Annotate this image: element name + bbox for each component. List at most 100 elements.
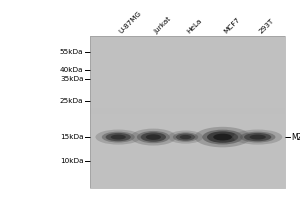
- Bar: [90, 67, 285, 68]
- Bar: [90, 167, 285, 168]
- Bar: [90, 74, 285, 76]
- Text: MCF7: MCF7: [223, 17, 241, 35]
- Bar: [90, 93, 285, 94]
- Bar: [90, 124, 285, 125]
- Bar: [90, 157, 285, 159]
- Bar: [90, 53, 285, 54]
- Bar: [90, 145, 285, 147]
- Bar: [90, 119, 285, 120]
- Text: HeLa: HeLa: [185, 18, 203, 35]
- Bar: [90, 87, 285, 88]
- Bar: [90, 120, 285, 122]
- Bar: [90, 51, 285, 53]
- Bar: [90, 142, 285, 143]
- Ellipse shape: [141, 132, 166, 142]
- Ellipse shape: [173, 132, 198, 142]
- Bar: [90, 162, 285, 163]
- Bar: [90, 36, 285, 38]
- Ellipse shape: [244, 133, 271, 141]
- Bar: [90, 105, 285, 107]
- Bar: [90, 114, 285, 116]
- Bar: [90, 48, 285, 50]
- Bar: [90, 90, 285, 91]
- Ellipse shape: [207, 131, 238, 143]
- Bar: [90, 165, 285, 167]
- Bar: [90, 177, 285, 179]
- Bar: [90, 140, 285, 142]
- Ellipse shape: [176, 133, 195, 141]
- Ellipse shape: [95, 130, 141, 145]
- Bar: [90, 99, 285, 100]
- Bar: [90, 156, 285, 157]
- Bar: [90, 100, 285, 102]
- Bar: [90, 94, 285, 96]
- Bar: [90, 122, 285, 124]
- Bar: [90, 154, 285, 156]
- Bar: [90, 36, 285, 188]
- Bar: [90, 180, 285, 182]
- Bar: [90, 96, 285, 97]
- Ellipse shape: [137, 131, 170, 143]
- Ellipse shape: [111, 135, 126, 140]
- Bar: [90, 108, 285, 110]
- Bar: [90, 107, 285, 108]
- Bar: [90, 79, 285, 81]
- Bar: [90, 179, 285, 180]
- Bar: [90, 131, 285, 133]
- Bar: [90, 70, 285, 71]
- Bar: [90, 36, 285, 188]
- Bar: [90, 47, 285, 48]
- Bar: [90, 54, 285, 56]
- Bar: [90, 84, 285, 85]
- Bar: [90, 125, 285, 127]
- Bar: [90, 117, 285, 119]
- Bar: [90, 41, 285, 42]
- Text: 25kDa: 25kDa: [60, 98, 83, 104]
- Bar: [90, 76, 285, 77]
- Bar: [90, 182, 285, 183]
- Ellipse shape: [130, 129, 176, 146]
- Bar: [90, 102, 285, 104]
- Text: 40kDa: 40kDa: [60, 67, 83, 73]
- Text: Jurkat: Jurkat: [153, 16, 172, 35]
- Bar: [90, 150, 285, 151]
- Ellipse shape: [233, 130, 282, 145]
- Text: 35kDa: 35kDa: [60, 76, 83, 82]
- Bar: [90, 38, 285, 39]
- Bar: [90, 50, 285, 51]
- Bar: [90, 128, 285, 130]
- Bar: [90, 39, 285, 41]
- Bar: [90, 97, 285, 99]
- Bar: [90, 73, 285, 74]
- Ellipse shape: [194, 127, 251, 147]
- Bar: [90, 85, 285, 87]
- Text: MZT2B: MZT2B: [292, 133, 300, 142]
- Bar: [90, 143, 285, 145]
- Ellipse shape: [180, 135, 191, 139]
- Bar: [90, 71, 285, 73]
- Bar: [90, 62, 285, 64]
- Bar: [90, 160, 285, 162]
- Ellipse shape: [202, 130, 243, 144]
- Ellipse shape: [250, 135, 266, 140]
- Text: U-87MG: U-87MG: [118, 10, 143, 35]
- Ellipse shape: [146, 134, 161, 140]
- Bar: [90, 186, 285, 188]
- Bar: [90, 65, 285, 67]
- Bar: [90, 82, 285, 84]
- Bar: [90, 148, 285, 150]
- Bar: [90, 59, 285, 61]
- Ellipse shape: [106, 133, 131, 141]
- Bar: [90, 147, 285, 148]
- Text: 293T: 293T: [258, 18, 275, 35]
- Bar: [90, 110, 285, 111]
- Bar: [90, 44, 285, 45]
- Ellipse shape: [240, 132, 275, 143]
- Bar: [90, 176, 285, 177]
- Text: 15kDa: 15kDa: [60, 134, 83, 140]
- Bar: [90, 68, 285, 70]
- Bar: [90, 88, 285, 90]
- Bar: [90, 133, 285, 134]
- Bar: [90, 134, 285, 136]
- Bar: [90, 104, 285, 105]
